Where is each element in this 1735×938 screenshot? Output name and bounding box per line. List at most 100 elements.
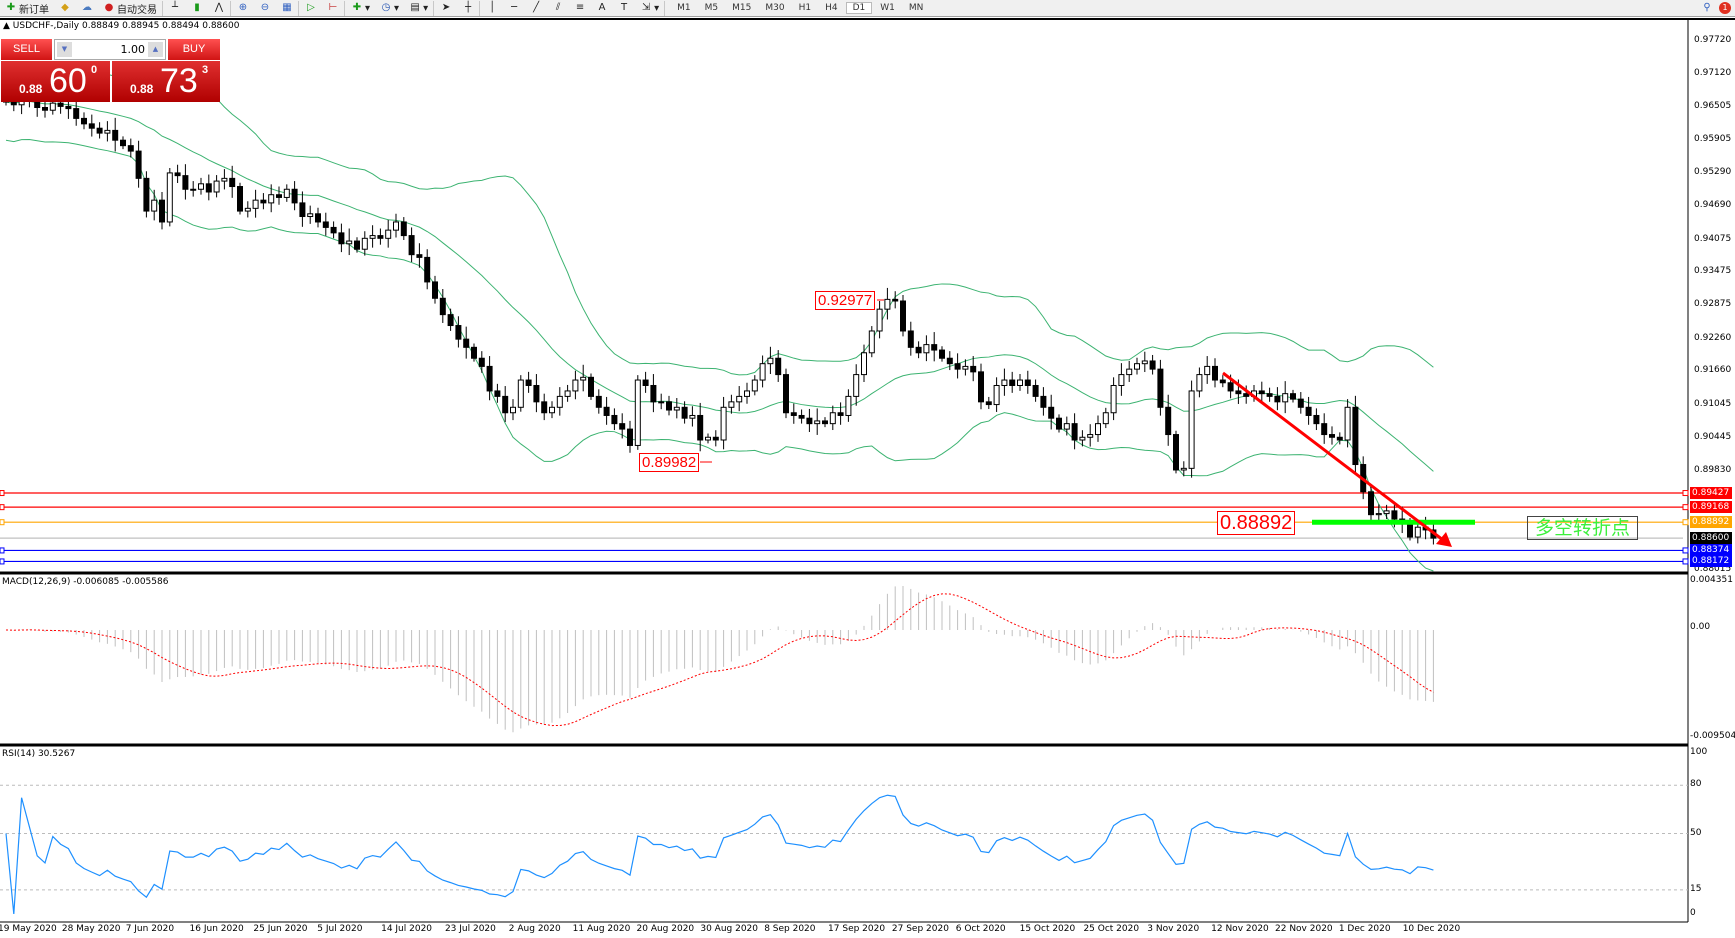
gold-button[interactable]: ◆	[54, 1, 76, 16]
candle	[291, 188, 298, 204]
trendline-icon: ╱	[533, 2, 540, 13]
collapse-icon[interactable]: ▲	[3, 21, 13, 31]
candle	[775, 357, 782, 376]
candle	[1048, 406, 1055, 419]
macd-axis-label: 0.004351	[1690, 575, 1733, 585]
buy-price-fraction: 3	[202, 64, 209, 76]
candle	[369, 235, 376, 239]
timeframe-mn[interactable]: MN	[908, 3, 924, 13]
timeframe-h1[interactable]: H1	[798, 3, 812, 13]
new-order-button[interactable]: ✚ 新订单	[0, 1, 54, 16]
candle	[112, 129, 119, 141]
price-axis-label: 0.95905	[1694, 133, 1732, 144]
tile-windows-button[interactable]: ▦	[276, 1, 298, 16]
indicators-button[interactable]: ✚ ▾	[344, 0, 375, 16]
timeframe-m15[interactable]: M15	[732, 3, 752, 13]
rsi-axis-label: 80	[1690, 779, 1702, 790]
price-line-handle	[1682, 519, 1689, 526]
candle	[205, 183, 212, 193]
price-line-handle	[1682, 547, 1689, 554]
timeframe-w1[interactable]: W1	[880, 3, 895, 13]
text-label-icon: T	[621, 2, 628, 13]
candle	[439, 297, 446, 316]
buy-price[interactable]: 0.88 73 3	[112, 61, 220, 102]
candle	[57, 102, 64, 107]
rsi-line	[5, 794, 1434, 915]
timeframe-m1[interactable]: M1	[677, 3, 691, 13]
periods-button[interactable]: ◷ ▾	[381, 2, 400, 14]
timeframe-m5[interactable]: M5	[704, 3, 719, 13]
rsi-label: RSI(14) 30.5267	[2, 749, 76, 759]
high-annotation[interactable]: 0.92977	[815, 291, 876, 310]
signals-button[interactable]: ☁	[76, 1, 98, 16]
candle	[1126, 368, 1133, 376]
candle	[681, 406, 688, 419]
macd-signal-line	[5, 593, 1434, 727]
arrows-tool[interactable]: ⇲ ▾	[641, 2, 660, 14]
candle	[1352, 406, 1359, 466]
candle	[237, 186, 243, 212]
price-line-label: 0.89168	[1690, 501, 1732, 514]
candle	[190, 188, 197, 191]
buy-button[interactable]: BUY	[168, 39, 220, 60]
candle	[728, 401, 735, 408]
candle	[260, 199, 267, 204]
line-chart-button[interactable]: ⋀	[208, 1, 230, 16]
candle	[1040, 395, 1047, 408]
date-axis-label: 14 Jul 2020	[381, 924, 433, 934]
timeframe-d1[interactable]: D1	[845, 2, 873, 14]
label-tool[interactable]: T	[613, 1, 635, 16]
autoscroll-button[interactable]: ▷	[298, 0, 322, 16]
template-icon: ▤	[410, 2, 420, 13]
sell-button[interactable]: SELL	[1, 39, 52, 60]
sell-price[interactable]: 0.88 60 0	[1, 61, 110, 102]
lot-value[interactable]: 1.00	[120, 43, 146, 56]
lot-increase-icon[interactable]: ▲	[148, 42, 163, 57]
gold-icon: ◆	[61, 2, 69, 13]
candle	[283, 188, 290, 198]
candle-chart-button[interactable]: ▮	[186, 1, 208, 16]
fibo-tool[interactable]: ≡	[569, 1, 591, 16]
candle	[361, 237, 368, 250]
candle	[1180, 467, 1187, 471]
pivot-annotation[interactable]: 0.88892	[1217, 511, 1296, 535]
timeframe-m30[interactable]: M30	[765, 3, 785, 13]
candle	[837, 412, 844, 416]
low-annotation[interactable]: 0.89982	[639, 453, 700, 472]
trendline-tool[interactable]: ╱	[525, 1, 547, 16]
text-tool[interactable]: A	[591, 1, 613, 16]
macd-axis-label: -0.009504	[1690, 731, 1735, 741]
candle	[315, 213, 321, 223]
auto-trading-button[interactable]: ● 自动交易	[98, 1, 162, 16]
chart-shift-button[interactable]: ⊢	[322, 1, 344, 16]
candle	[572, 379, 579, 392]
macd-label: MACD(12,26,9) -0.006085 -0.005586	[2, 577, 169, 587]
vertical-line-tool[interactable]: │	[479, 0, 503, 16]
templates-button[interactable]: ▤ ▾	[410, 2, 429, 14]
search-icon[interactable]: ⚲	[1703, 2, 1711, 13]
candle	[907, 330, 914, 348]
lot-size-input[interactable]: ▼ 1.00 ▲	[54, 39, 166, 60]
candle	[642, 379, 649, 386]
lot-decrease-icon[interactable]: ▼	[57, 42, 72, 57]
candle	[1173, 434, 1179, 471]
pivot-text-label[interactable]: 多空转折点	[1527, 516, 1638, 540]
zoom-out-button[interactable]: ⊖	[254, 1, 276, 16]
date-axis-label: 25 Oct 2020	[1083, 924, 1140, 934]
trend-arrow-head	[1436, 532, 1452, 547]
candle	[408, 235, 415, 256]
cursor-tool[interactable]: ➤	[433, 0, 457, 16]
notifications-icon[interactable]: 1	[1719, 2, 1731, 14]
trend-arrow	[1222, 371, 1444, 542]
cloud-icon: ☁	[82, 2, 92, 13]
candle	[73, 108, 80, 119]
crosshair-tool[interactable]: ┼	[457, 1, 479, 16]
zoom-in-button[interactable]: ⊕	[230, 0, 254, 16]
channel-tool[interactable]: ⫽	[547, 1, 569, 16]
bar-chart-button[interactable]: ┴	[162, 0, 186, 16]
candle	[120, 139, 126, 147]
horizontal-line-tool[interactable]: ─	[503, 1, 525, 16]
timeframe-h4[interactable]: H4	[825, 3, 838, 13]
candle	[104, 129, 111, 134]
